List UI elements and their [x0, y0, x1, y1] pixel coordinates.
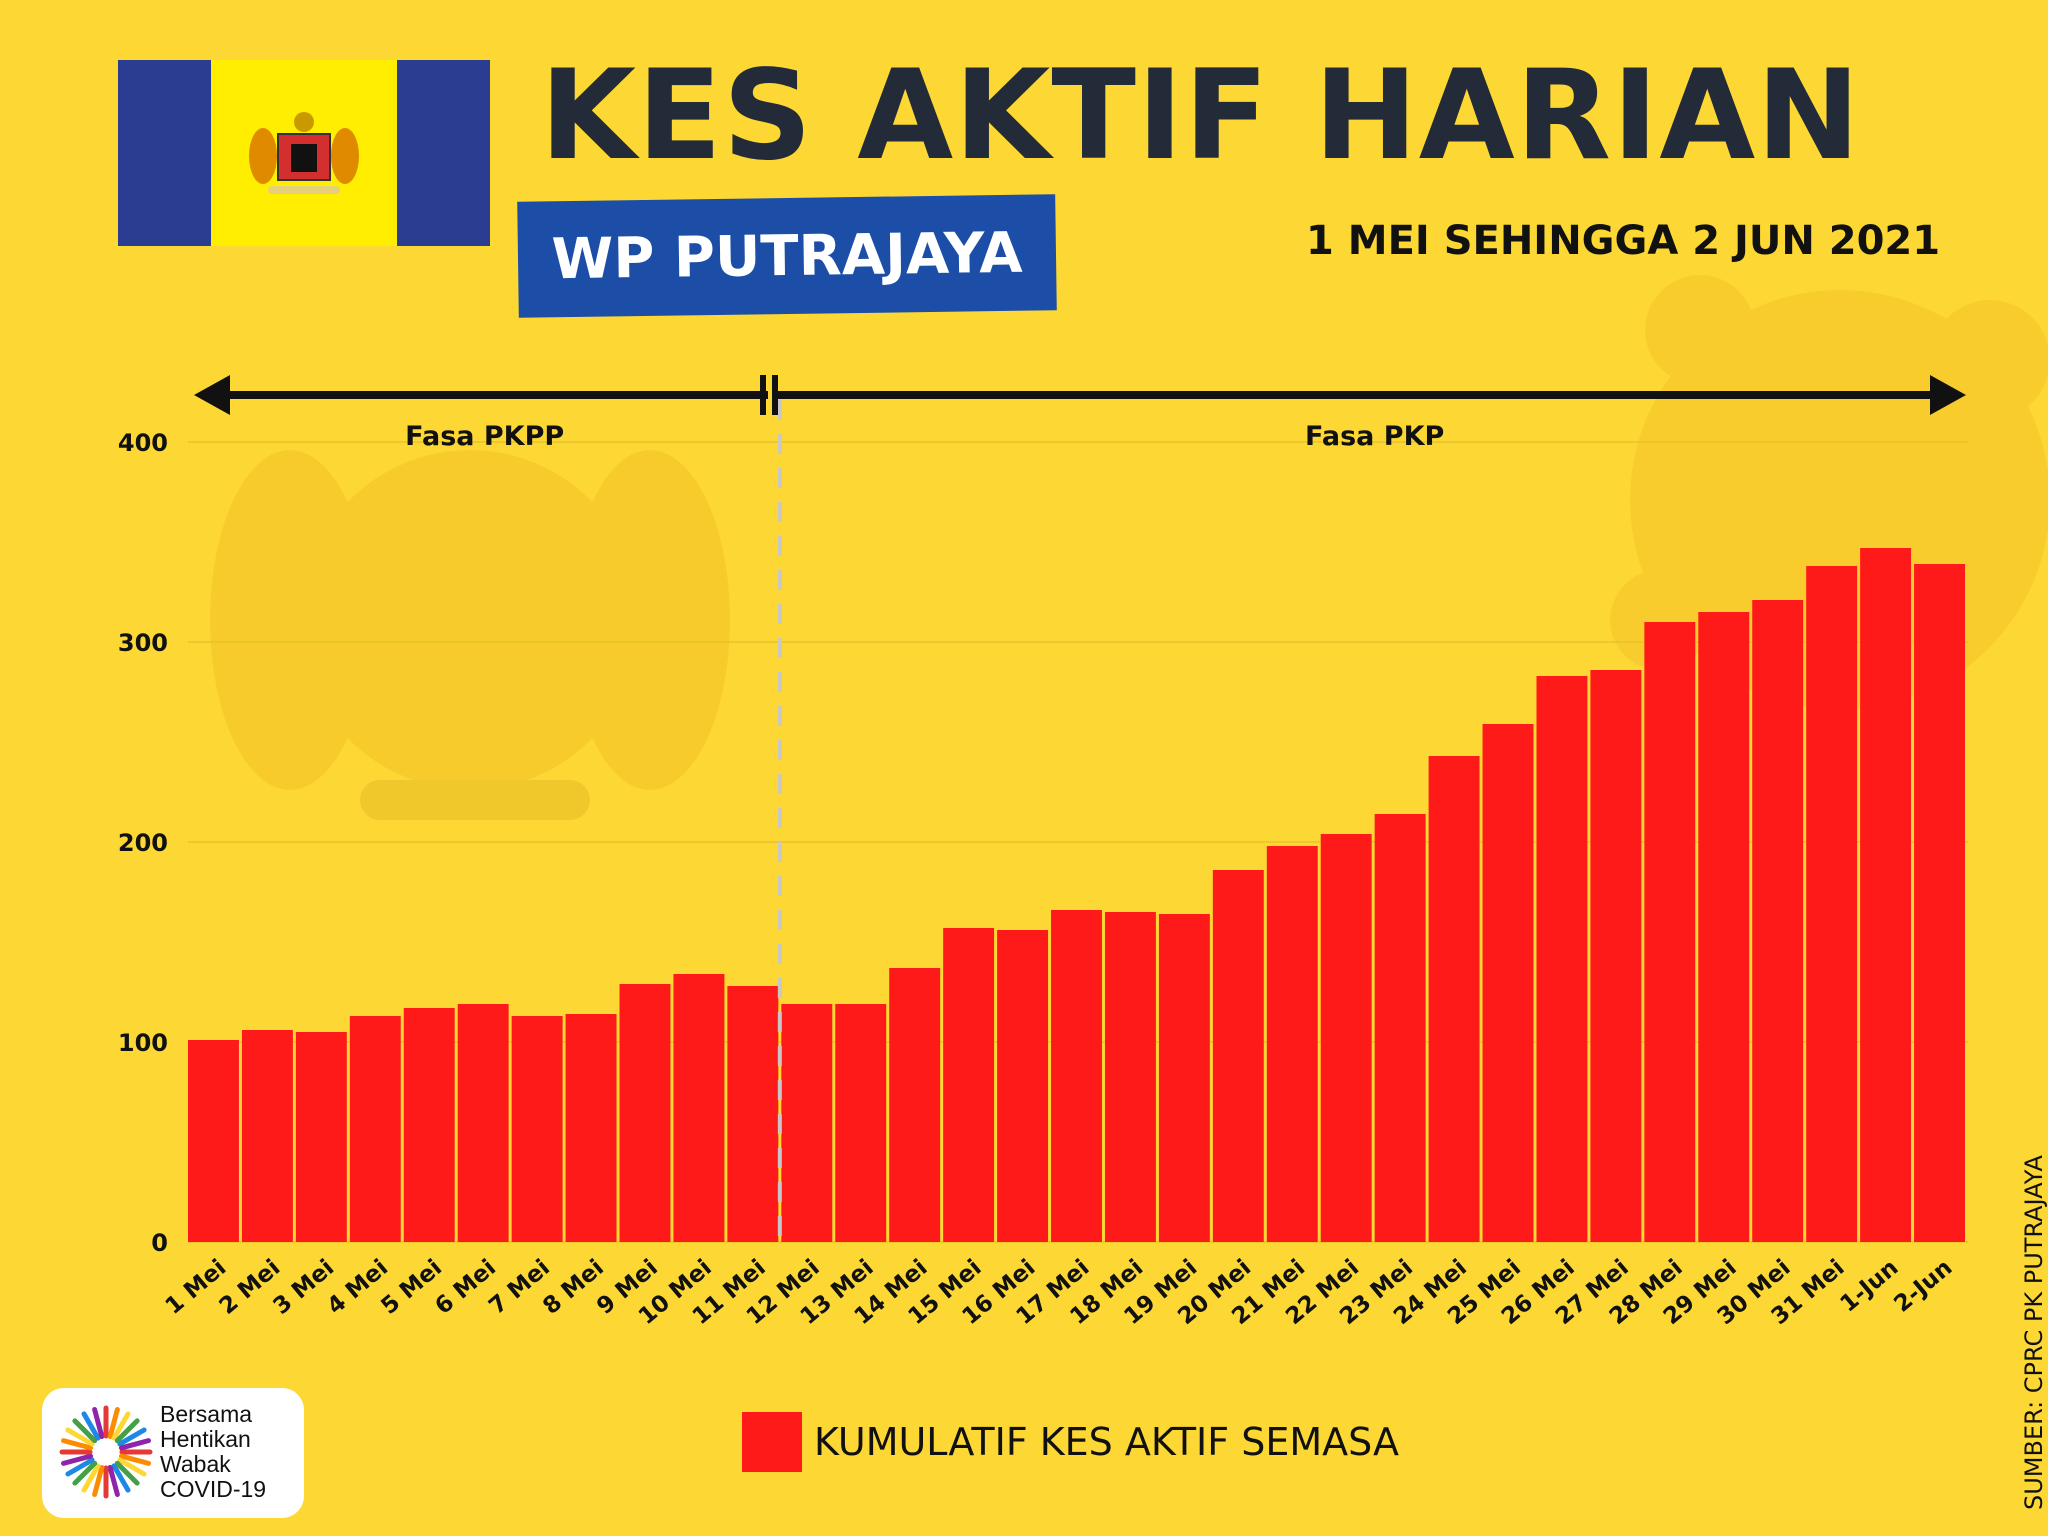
bar [889, 968, 941, 1242]
logo-ray [117, 1427, 147, 1447]
logo-line-2: Hentikan [160, 1426, 251, 1452]
logo-ray [107, 1406, 120, 1440]
page-title: KES AKTIF HARIAN [540, 44, 1862, 188]
logo-ray [111, 1463, 131, 1493]
bar [188, 1040, 239, 1242]
x-tick-label: 1-Jun [1836, 1255, 1904, 1318]
bar [1266, 846, 1318, 1242]
logo-ray [114, 1460, 140, 1486]
bar [1212, 870, 1264, 1242]
date-range: 1 MEI SEHINGGA 2 JUN 2021 [1306, 218, 1941, 264]
bar [727, 986, 779, 1242]
bar [1051, 910, 1102, 1242]
bar [1320, 834, 1372, 1242]
bar [565, 1014, 617, 1242]
bar [1698, 612, 1750, 1242]
bar [1806, 566, 1858, 1242]
bar [457, 1004, 509, 1242]
logo-ray [60, 1438, 94, 1451]
bar [1914, 564, 1965, 1242]
bar [619, 984, 671, 1242]
bar [1590, 670, 1642, 1242]
bar [511, 1016, 563, 1242]
x-tick-label: 8 Mei [538, 1255, 609, 1320]
x-tick-label: 2 Mei [215, 1255, 286, 1320]
x-tick-label: 3 Mei [269, 1255, 340, 1320]
logo-ray [81, 1463, 101, 1493]
bar [1374, 814, 1426, 1242]
bar [1860, 548, 1912, 1242]
bar [403, 1008, 455, 1242]
x-tick-label: 4 Mei [323, 1255, 394, 1320]
logo-line-3: Wabak [160, 1451, 231, 1477]
logo-ray [111, 1411, 131, 1441]
coat-of-arms-watermark-icon [210, 450, 730, 820]
bar [1536, 676, 1588, 1242]
bar [781, 1004, 833, 1242]
legend-swatch [742, 1412, 802, 1472]
phase-label: Fasa PKPP [405, 421, 564, 452]
y-tick-label: 200 [118, 829, 168, 857]
bar [295, 1032, 347, 1242]
bar [1158, 914, 1210, 1242]
bar [1104, 912, 1156, 1242]
y-tick-label: 0 [151, 1229, 168, 1257]
bar [1482, 724, 1534, 1242]
x-tick-label: 5 Mei [376, 1255, 447, 1320]
coat-of-arms-icon [249, 112, 359, 194]
x-tick-label: 7 Mei [484, 1255, 555, 1320]
legend-label: KUMULATIF KES AKTIF SEMASA [814, 1420, 1399, 1464]
source-note: SUMBER: CPRC PK PUTRAJAYA [2020, 1155, 2048, 1510]
x-tick-label: 2-Jun [1889, 1255, 1957, 1318]
logo-ray [81, 1411, 101, 1441]
logo-ray [72, 1418, 98, 1444]
x-tick-label: 1 Mei [161, 1255, 232, 1320]
logo-ray [72, 1460, 98, 1486]
logo-ray [65, 1457, 95, 1477]
bar [1644, 622, 1696, 1242]
bar [673, 974, 725, 1242]
bar [943, 928, 995, 1242]
logo-ray [118, 1438, 152, 1451]
phase-label: Fasa PKP [1305, 421, 1444, 452]
legend: KUMULATIF KES AKTIF SEMASA [742, 1412, 1399, 1472]
bar [835, 1004, 887, 1242]
bar [1428, 756, 1480, 1242]
y-tick-label: 100 [118, 1029, 168, 1057]
y-tick-label: 300 [118, 629, 168, 657]
bar [1752, 600, 1804, 1242]
x-tick-label: 6 Mei [430, 1255, 501, 1320]
bar [241, 1030, 293, 1242]
y-tick-label: 400 [118, 429, 168, 457]
logo-ray [60, 1453, 94, 1466]
logo-ray [92, 1464, 105, 1498]
bar [997, 930, 1049, 1242]
logo-ray [114, 1418, 140, 1444]
logo-ray [118, 1453, 152, 1466]
logo-ray [92, 1406, 105, 1440]
burst-logo-icon [59, 1405, 153, 1499]
logo-line-1: Bersama [160, 1401, 253, 1427]
logo-line-4: COVID-19 [160, 1476, 267, 1502]
logo-ray [65, 1427, 95, 1447]
logo-ray [107, 1464, 120, 1498]
bar [349, 1016, 401, 1242]
campaign-logo: Bersama Hentikan Wabak COVID-19 [42, 1388, 304, 1518]
logo-text: Bersama Hentikan Wabak COVID-19 [160, 1402, 266, 1502]
logo-ray [117, 1457, 147, 1477]
putrajaya-flag [118, 60, 490, 246]
